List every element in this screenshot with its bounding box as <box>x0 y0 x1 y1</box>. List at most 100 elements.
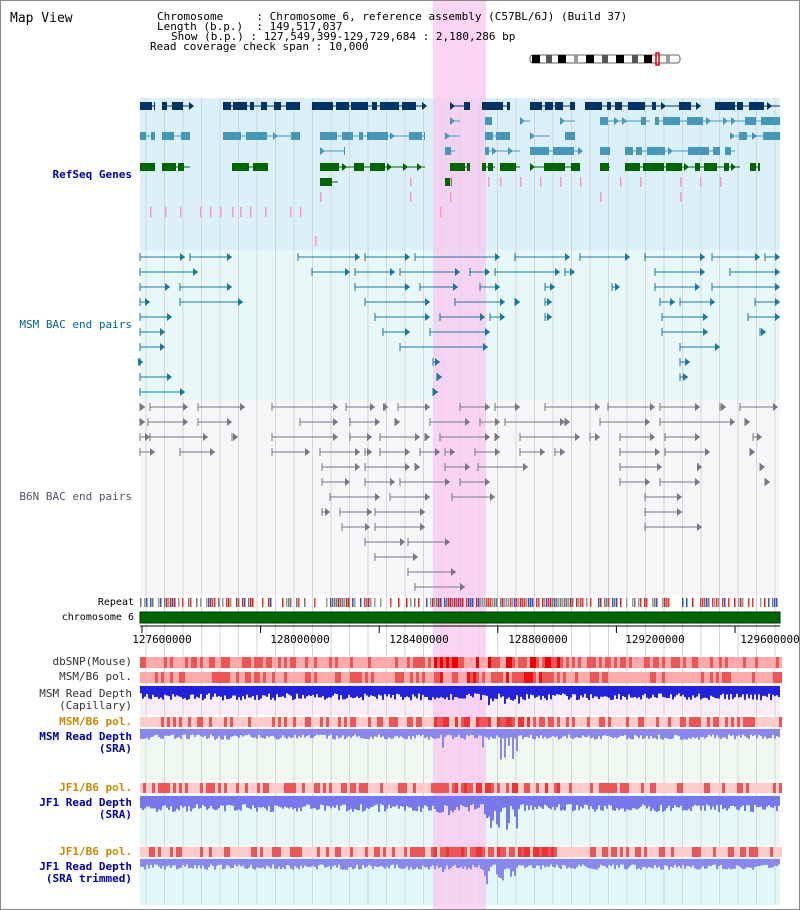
dbsnp-strip <box>419 657 422 668</box>
msm-pol-strip <box>527 672 530 683</box>
repeat-mark <box>542 598 544 607</box>
msm-cap-depth-bar <box>412 686 414 695</box>
label-b6n-bac[interactable]: B6N BAC end pairs <box>19 490 132 503</box>
jf1-depth-bar <box>292 796 294 810</box>
jf1-pol-strip <box>389 783 392 793</box>
jf1-depth-bar <box>594 796 596 812</box>
dbsnp-strip <box>452 657 455 668</box>
jf1-trim-depth-bar <box>220 859 222 865</box>
msm-pol-sra-strip <box>200 717 203 727</box>
jf1-pol-trim-strip <box>320 847 323 857</box>
dbsnp-strip <box>380 657 383 668</box>
msm-sra-depth-bar <box>176 729 178 738</box>
jf1-trim-depth-bar <box>296 859 298 868</box>
msm-pol-strip <box>542 672 545 683</box>
jf1-pol-strip <box>212 783 215 793</box>
jf1-trim-depth-bar <box>232 859 234 869</box>
jf1-depth-bar <box>486 796 488 819</box>
jf1-pol-trim-strip <box>191 847 194 857</box>
jf1-trim-depth-bar <box>270 859 272 869</box>
jf1-depth-bar <box>530 796 532 806</box>
jf1-trim-depth-bar <box>244 859 246 869</box>
jf1-depth-bar <box>596 796 598 810</box>
jf1-trim-depth-bar <box>680 859 682 869</box>
ideogram-band <box>532 55 540 63</box>
jf1-pol-trim-strip <box>719 847 722 857</box>
jf1-pol-trim-strip <box>692 847 695 857</box>
msm-cap-depth-bar <box>176 686 178 696</box>
jf1-depth-bar <box>514 796 516 817</box>
msm-pol-sra-strip <box>674 717 677 727</box>
msm-pol-strip <box>314 672 317 683</box>
jf1-pol-strip <box>659 783 662 793</box>
jf1-depth-bar <box>516 796 518 829</box>
msm-pol-sra-strip <box>359 717 362 727</box>
jf1-pol-trim-strip <box>680 847 683 857</box>
b6n-bac-arrow <box>145 433 150 441</box>
label-msm-bac[interactable]: MSM BAC end pairs <box>19 318 132 331</box>
b6n-bac-arrow <box>367 508 372 516</box>
msm-cap-depth-bar <box>406 686 408 697</box>
jf1-trim-depth-bar <box>766 859 768 865</box>
msm-cap-depth-bar <box>710 686 712 696</box>
b6n-bac-arrow <box>420 508 425 516</box>
jf1-pol-trim-strip <box>620 847 623 857</box>
dbsnp-strip <box>617 657 620 668</box>
msm-sra-depth-bar <box>710 729 712 737</box>
repeat-mark <box>262 598 264 607</box>
msm-sra-depth-bar <box>388 729 390 738</box>
repeat-mark <box>354 598 356 607</box>
msm-bac-arrow <box>700 268 705 276</box>
msm-cap-depth-bar <box>704 686 706 698</box>
jf1-trim-depth-bar <box>762 859 764 866</box>
msm-cap-depth-bar <box>556 686 558 695</box>
msm-sra-depth-bar <box>288 729 290 737</box>
jf1-trim-depth-bar <box>366 859 368 867</box>
msm-pol-sra-strip <box>560 717 563 727</box>
gene-exon <box>154 102 155 110</box>
msm-pol-sra-strip <box>614 717 617 727</box>
msm-bac-arrow <box>405 283 410 291</box>
jf1-trim-depth-bar <box>192 859 194 869</box>
msm-cap-depth-bar <box>502 686 504 697</box>
jf1-pol-strip <box>239 783 242 793</box>
jf1-depth-bar <box>500 796 502 813</box>
jf1-depth-bar <box>478 796 480 808</box>
jf1-depth-bar <box>588 796 590 810</box>
msm-pol-sra-strip <box>326 717 329 727</box>
msm-cap-depth-bar <box>766 686 768 697</box>
jf1-depth-bar <box>344 796 346 805</box>
jf1-trim-depth-bar <box>236 859 238 867</box>
jf1-pol-trim-strip <box>605 847 608 857</box>
repeat-mark <box>206 598 208 607</box>
jf1-trim-depth-bar <box>378 859 380 867</box>
jf1-pol-trim-strip <box>374 847 377 857</box>
repeat-mark <box>590 598 592 607</box>
gene-arrow <box>508 147 513 155</box>
msm-cap-depth-bar <box>206 686 208 695</box>
repeat-mark <box>290 598 292 607</box>
chromosome-ideogram[interactable] <box>528 52 684 66</box>
dbsnp-strip <box>344 657 347 668</box>
msm-bac-arrow <box>485 328 490 336</box>
msm-cap-depth-bar <box>670 686 672 695</box>
jf1-pol-strip <box>578 783 581 793</box>
label-refseq-genes[interactable]: RefSeq Genes <box>52 168 132 181</box>
jf1-pol-strip <box>536 783 539 793</box>
jf1-pol-trim-strip <box>242 847 245 857</box>
msm-sra-depth-bar <box>406 729 408 740</box>
msm-pol-sra-strip <box>518 717 521 727</box>
msm-pol-sra-strip <box>161 717 164 727</box>
selected-region-highlight[interactable] <box>433 0 486 910</box>
jf1-depth-bar <box>552 796 554 807</box>
jf1-depth-bar <box>178 796 180 811</box>
msm-sra-depth-bar <box>186 729 188 739</box>
msm-bac-arrow <box>165 283 170 291</box>
msm-sra-depth-bar <box>286 729 288 739</box>
msm-pol-strip <box>410 672 413 683</box>
jf1-depth-bar <box>434 796 436 809</box>
msm-pol-sra-strip <box>488 717 491 727</box>
jf1-pol-trim-strip <box>614 847 617 857</box>
msm-cap-depth-bar <box>514 686 516 700</box>
